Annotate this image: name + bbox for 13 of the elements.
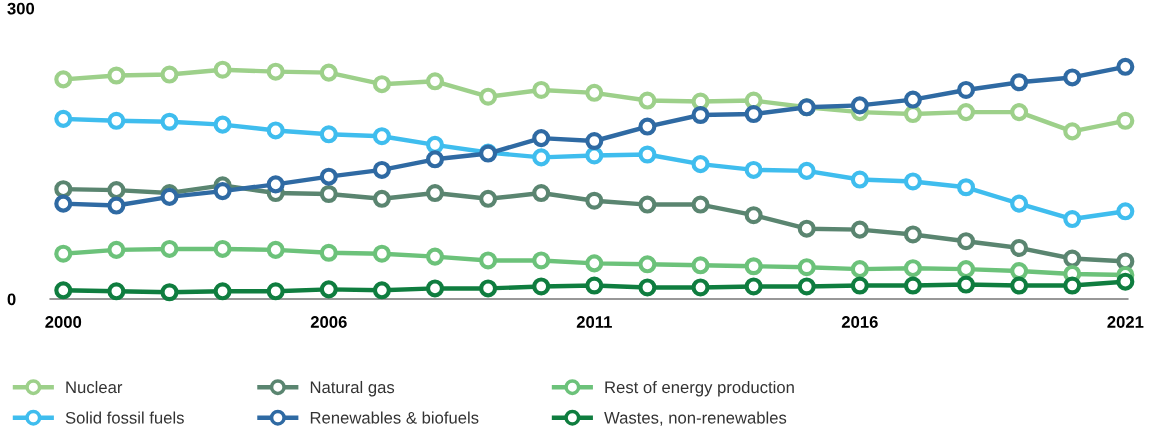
legend-label: Nuclear <box>66 380 123 394</box>
legend-label: Solid fossil fuels <box>65 411 184 424</box>
x-tick-label: 2021 <box>1107 316 1144 328</box>
legend-label: Natural gas <box>310 380 395 397</box>
x-tick-label: 2006 <box>310 316 347 328</box>
y-tick-label: 0 <box>7 293 16 306</box>
legend-label: Rest of energy production <box>605 380 794 397</box>
x-tick-label: 2000 <box>45 316 82 328</box>
x-tick-label: 2011 <box>576 316 612 328</box>
x-tick-label: 2016 <box>841 316 878 328</box>
legend-label: Renewables & biofuels <box>310 411 479 424</box>
legend-label: Wastes, non-renewables <box>604 411 787 426</box>
y-tick-label: 300 <box>7 2 35 15</box>
